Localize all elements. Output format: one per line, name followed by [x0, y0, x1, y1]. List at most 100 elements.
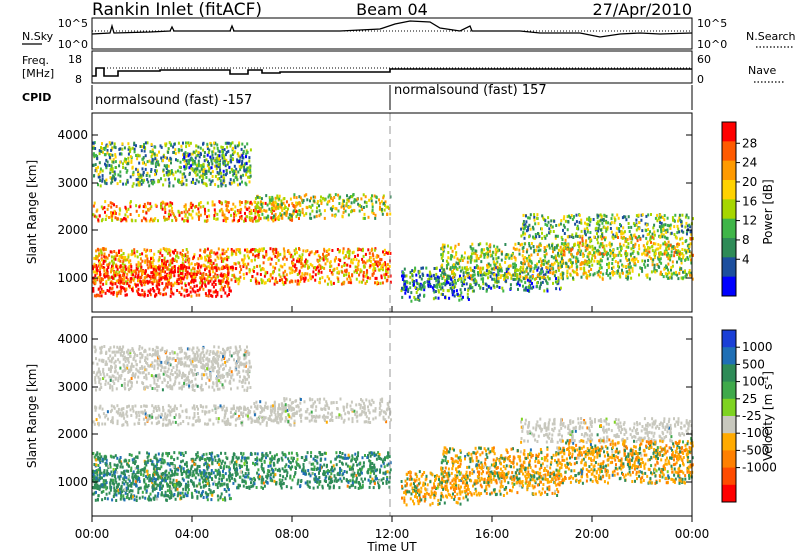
radar-cell — [466, 292, 469, 296]
radar-cell — [211, 153, 214, 157]
radar-cell — [99, 267, 102, 271]
radar-cell — [453, 266, 456, 269]
radar-cell — [324, 262, 327, 266]
radar-cell — [320, 195, 322, 199]
radar-cell — [154, 173, 156, 177]
radar-cell — [308, 253, 311, 257]
radar-cell — [124, 213, 127, 217]
radar-cell — [504, 260, 507, 264]
radar-cell — [530, 253, 533, 257]
radar-cell — [209, 262, 212, 266]
radar-cell — [576, 257, 579, 261]
radar-cell — [181, 275, 184, 279]
radar-cell — [169, 249, 172, 253]
radar-cell — [266, 203, 269, 207]
radar-cell — [95, 153, 98, 157]
radar-cell — [183, 275, 186, 279]
radar-cell — [648, 250, 651, 254]
radar-cell — [550, 262, 553, 266]
radar-cell — [597, 229, 600, 233]
radar-cell — [669, 223, 672, 227]
radar-cell — [100, 264, 103, 268]
radar-cell — [144, 163, 147, 167]
radar-cell — [649, 236, 652, 240]
radar-cell — [353, 209, 356, 213]
radar-cell — [635, 257, 638, 261]
radar-cell — [229, 289, 232, 293]
radar-cell — [675, 249, 677, 252]
radar-cell — [130, 159, 133, 163]
radar-cell — [405, 285, 408, 289]
radar-cell — [288, 266, 291, 270]
radar-cell — [195, 144, 198, 148]
radar-cell — [492, 284, 495, 288]
radar-cell — [256, 219, 259, 223]
radar-cell — [163, 164, 166, 168]
radar-cell — [285, 273, 288, 277]
radar-cell — [212, 280, 215, 284]
radar-cell — [195, 293, 198, 297]
radar-cell — [207, 294, 210, 298]
radar-cell — [189, 213, 192, 217]
radar-cell — [221, 153, 224, 157]
radar-cell — [221, 274, 224, 278]
radar-cell — [239, 211, 242, 215]
radar-cell — [106, 207, 109, 211]
radar-cell — [182, 371, 184, 375]
radar-cell — [244, 248, 246, 252]
noise-right-tick-bottom: 10^0 — [697, 38, 727, 51]
radar-cell — [483, 255, 486, 259]
radar-cell — [98, 175, 101, 179]
radar-cell — [237, 261, 240, 265]
radar-cell — [667, 262, 670, 266]
radar-cell — [619, 242, 622, 246]
radar-cell — [125, 276, 128, 280]
radar-cell — [100, 150, 103, 153]
radar-cell — [624, 251, 627, 255]
radar-cell — [592, 273, 595, 277]
radar-cell — [209, 350, 212, 353]
radar-cell — [281, 265, 284, 269]
radar-cell — [185, 266, 188, 270]
radar-cell — [445, 281, 448, 285]
radar-cell — [234, 276, 237, 280]
radar-cell — [469, 284, 472, 288]
radar-cell — [624, 237, 627, 241]
radar-cell — [469, 274, 472, 278]
radar-cell — [577, 227, 580, 231]
radar-cell — [318, 209, 321, 213]
radar-cell — [540, 244, 542, 247]
radar-cell — [198, 217, 200, 221]
radar-cell — [365, 204, 368, 208]
radar-cell — [548, 227, 551, 231]
radar-cell — [614, 260, 617, 263]
radar-cell — [195, 284, 198, 288]
radar-cell — [124, 256, 127, 259]
radar-cell — [180, 272, 182, 275]
radar-cell — [138, 276, 141, 280]
radar-cell — [389, 274, 392, 278]
radar-cell — [191, 216, 194, 220]
radar-cell — [376, 264, 379, 268]
radar-cell — [637, 260, 640, 263]
radar-cell — [315, 266, 318, 270]
radar-cell — [164, 270, 166, 274]
radar-cell — [601, 234, 604, 238]
radar-cell — [151, 261, 154, 265]
radar-cell — [368, 251, 371, 255]
radar-cell — [600, 228, 603, 232]
radar-cell — [386, 251, 389, 255]
radar-cell — [111, 265, 113, 268]
radar-cell — [603, 213, 606, 217]
radar-cell — [101, 207, 104, 211]
radar-cell — [348, 274, 350, 278]
radar-cell — [518, 283, 521, 287]
radar-cell — [248, 250, 251, 254]
radar-cell — [667, 257, 670, 261]
radar-cell — [544, 236, 547, 240]
radar-cell — [570, 214, 573, 218]
radar-cell — [660, 215, 663, 219]
radar-cell — [486, 266, 489, 270]
radar-cell — [141, 145, 144, 149]
radar-cell — [216, 156, 219, 160]
